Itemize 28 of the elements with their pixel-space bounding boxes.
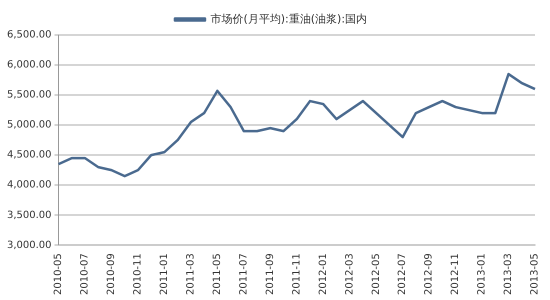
x-tick-label: 2011-09: [264, 253, 276, 296]
x-tick-label: 2012-01: [318, 253, 329, 296]
y-tick-label: 5,000.00: [7, 120, 52, 131]
x-tick-label: 2011-07: [238, 253, 250, 296]
x-tick-label: 2011-11: [291, 253, 302, 296]
y-tick-label: 3,500.00: [7, 210, 52, 221]
x-tick-label: 2012-07: [397, 253, 408, 296]
x-tick-label: 2012-09: [424, 253, 435, 296]
y-tick-label: 5,500.00: [7, 90, 52, 101]
x-tick-label: 2013-01: [476, 253, 488, 296]
x-tick-label: 2011-05: [212, 253, 223, 296]
x-tick-label: 2013-03: [503, 253, 514, 296]
x-tick-label: 2012-03: [344, 253, 356, 296]
x-tick-label: 2011-03: [185, 253, 196, 296]
x-tick-label: 2012-05: [370, 253, 382, 296]
x-tick-label: 2012-11: [450, 253, 462, 296]
x-tick-label: 2010-11: [132, 253, 144, 296]
y-tick-label: 4,000.00: [7, 180, 52, 191]
x-tick-label: 2010-07: [80, 253, 91, 296]
y-tick-label: 6,500.00: [7, 30, 52, 41]
y-tick-label: 6,000.00: [7, 60, 52, 71]
y-tick-label: 4,500.00: [7, 150, 52, 161]
x-tick-label: 2013-05: [530, 253, 541, 296]
legend-label: 市场价(月平均):重油(油浆):国内: [210, 12, 368, 26]
x-tick-label: 2011-01: [159, 253, 170, 296]
x-tick-label: 2010-09: [106, 253, 118, 296]
y-tick-label: 3,000.00: [7, 240, 52, 251]
x-tick-label: 2010-05: [53, 253, 64, 296]
